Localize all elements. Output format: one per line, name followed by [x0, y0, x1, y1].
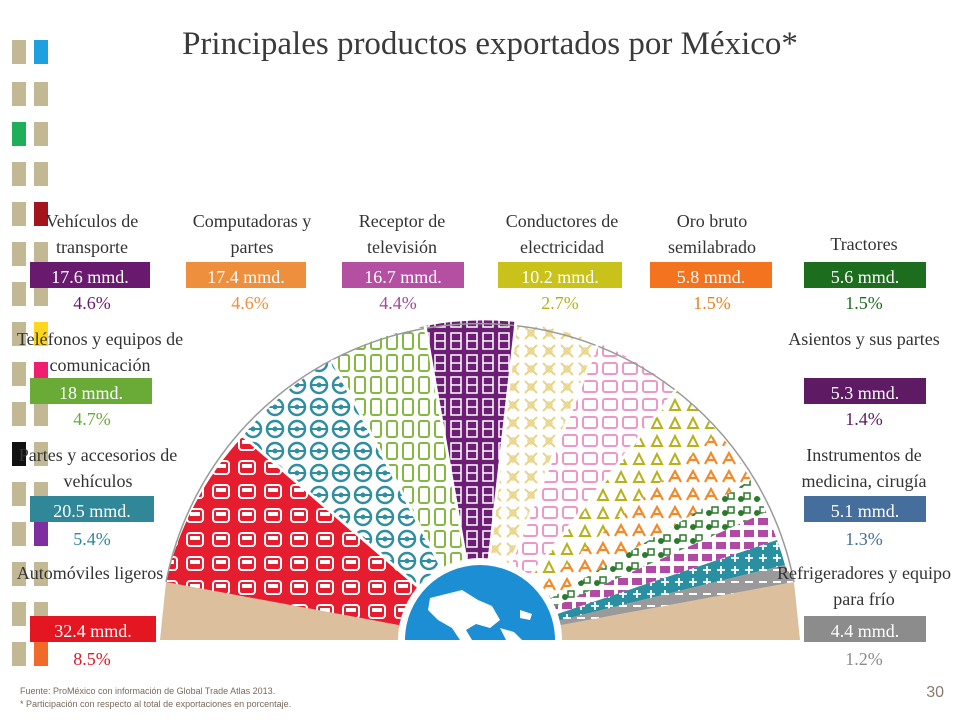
wedge-vehiculos-transporte [425, 320, 516, 640]
product-pct-oro: 1.5% [693, 293, 731, 313]
product-value-asientos: 5.3 mmd. [804, 378, 926, 404]
page-number: 30 [926, 684, 944, 701]
wedge-conductores [480, 322, 598, 640]
product-label-tractores: Tractores [830, 234, 898, 254]
product-label-automoviles: Automóviles ligeros [16, 563, 164, 583]
product-pct-conductores: 2.7% [541, 293, 579, 313]
product-label-conductores: Conductores de electricidad [505, 211, 619, 257]
product-value-vehiculos-transporte: 17.6 mmd. [30, 262, 150, 288]
slide-title: Principales productos exportados por Méx… [182, 26, 798, 62]
product-pct-vehiculos-transporte: 4.6% [73, 293, 111, 313]
product-value-conductores: 10.2 mmd. [498, 262, 622, 288]
product-label-computadoras: Computadoras y partes [192, 211, 312, 257]
product-label-asientos: Asientos y sus partes [788, 329, 940, 349]
product-label-receptor-tv: Receptor de televisión [358, 211, 446, 257]
product-pct-computadoras: 4.6% [231, 293, 269, 313]
product-label-oro: Oro bruto semilabrado [668, 211, 756, 257]
product-pct-tractores: 1.5% [845, 293, 883, 313]
product-pct-refrigeradores: 1.2% [845, 649, 883, 669]
product-value-partes-vehiculos: 20.5 mmd. [30, 496, 154, 522]
product-value-computadoras: 17.4 mmd. [186, 262, 306, 288]
product-value-automoviles: 32.4 mmd. [30, 616, 156, 642]
product-label-vehiculos-transporte: Vehículos de transporte [45, 211, 139, 257]
product-value-instrumentos: 5.1 mmd. [804, 496, 926, 522]
wedge-automoviles-ligeros [166, 436, 480, 640]
product-pct-asientos: 1.4% [845, 409, 883, 429]
product-value-tractores: 5.6 mmd. [804, 262, 926, 288]
product-pct-partes-vehiculos: 5.4% [73, 529, 111, 549]
product-value-receptor-tv: 16.7 mmd. [342, 262, 464, 288]
product-pct-instrumentos: 1.3% [845, 529, 883, 549]
globe-americas-icon [398, 558, 562, 640]
wedge-telefonos [332, 326, 480, 640]
product-pct-telefonos: 4.7% [73, 409, 111, 429]
wedge-oro [480, 390, 718, 640]
product-pct-receptor-tv: 4.4% [379, 293, 417, 313]
product-value-telefonos: 18 mmd. [30, 378, 152, 404]
participation-note: * Participación con respecto al total de… [20, 699, 292, 709]
wedge-receptor-tv [480, 343, 676, 640]
wedge-partes-vehiculos [243, 360, 480, 640]
product-label-partes-vehiculos: Partes y accesorios de vehículos [18, 445, 178, 491]
product-label-instrumentos: Instrumentos de medicina, cirugía [801, 445, 927, 491]
wedge-computadoras [480, 432, 751, 640]
product-label-refrigeradores: Refrigeradores y equipo para frío [777, 563, 951, 609]
product-pct-automoviles: 8.5% [73, 649, 111, 669]
source-note: Fuente: ProMéxico con información de Glo… [20, 686, 276, 696]
product-value-refrigeradores: 4.4 mmd. [804, 616, 926, 642]
product-value-oro: 5.8 mmd. [650, 262, 772, 288]
product-label-telefonos: Teléfonos y equipos de comunicación [16, 329, 184, 375]
